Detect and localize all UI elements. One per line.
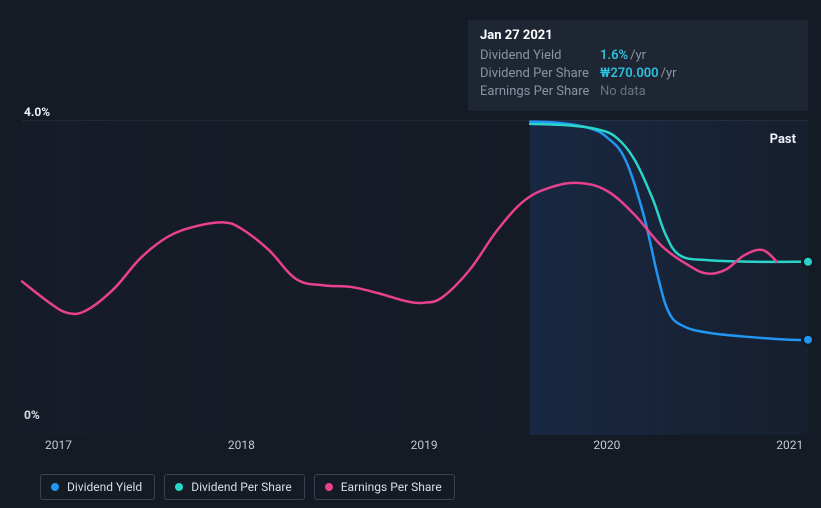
tooltip-value: ₩270.000/yr — [600, 65, 677, 83]
y-axis-max: 4.0% — [24, 105, 50, 119]
x-tick: 2018 — [228, 438, 255, 452]
tooltip-label: Dividend Per Share — [480, 65, 600, 83]
series-end-dot-dividend_yield — [803, 334, 814, 345]
tooltip-label: Dividend Yield — [480, 47, 600, 65]
series-end-dot-dividend_per_share — [803, 256, 814, 267]
tooltip-value: No data — [600, 83, 646, 101]
x-tick: 2020 — [593, 438, 620, 452]
legend-item-dividend-per-share[interactable]: Dividend Per Share — [164, 474, 305, 500]
chart-lines — [22, 120, 808, 435]
legend-dot — [175, 483, 183, 491]
tooltip-label: Earnings Per Share — [480, 83, 600, 101]
legend-item-earnings-per-share[interactable]: Earnings Per Share — [314, 474, 455, 500]
x-tick: 2019 — [411, 438, 438, 452]
legend-label: Earnings Per Share — [341, 480, 442, 494]
plot-area[interactable] — [22, 120, 808, 435]
legend-item-dividend-yield[interactable]: Dividend Yield — [40, 474, 155, 500]
x-tick: 2017 — [45, 438, 72, 452]
series-dividend_yield — [530, 122, 808, 340]
legend-dot — [51, 483, 59, 491]
legend: Dividend Yield Dividend Per Share Earnin… — [40, 474, 455, 500]
legend-dot — [325, 483, 333, 491]
legend-label: Dividend Yield — [67, 480, 142, 494]
past-label: Past — [770, 132, 796, 147]
series-dividend_per_share — [530, 124, 808, 262]
tooltip-date: Jan 27 2021 — [480, 28, 796, 43]
dividend-chart: Jan 27 2021 Dividend Yield 1.6%/yr Divid… — [18, 10, 808, 490]
x-tick: 2021 — [776, 438, 803, 452]
legend-label: Dividend Per Share — [191, 480, 292, 494]
tooltip-value: 1.6%/yr — [600, 47, 646, 65]
chart-tooltip: Jan 27 2021 Dividend Yield 1.6%/yr Divid… — [468, 20, 808, 111]
